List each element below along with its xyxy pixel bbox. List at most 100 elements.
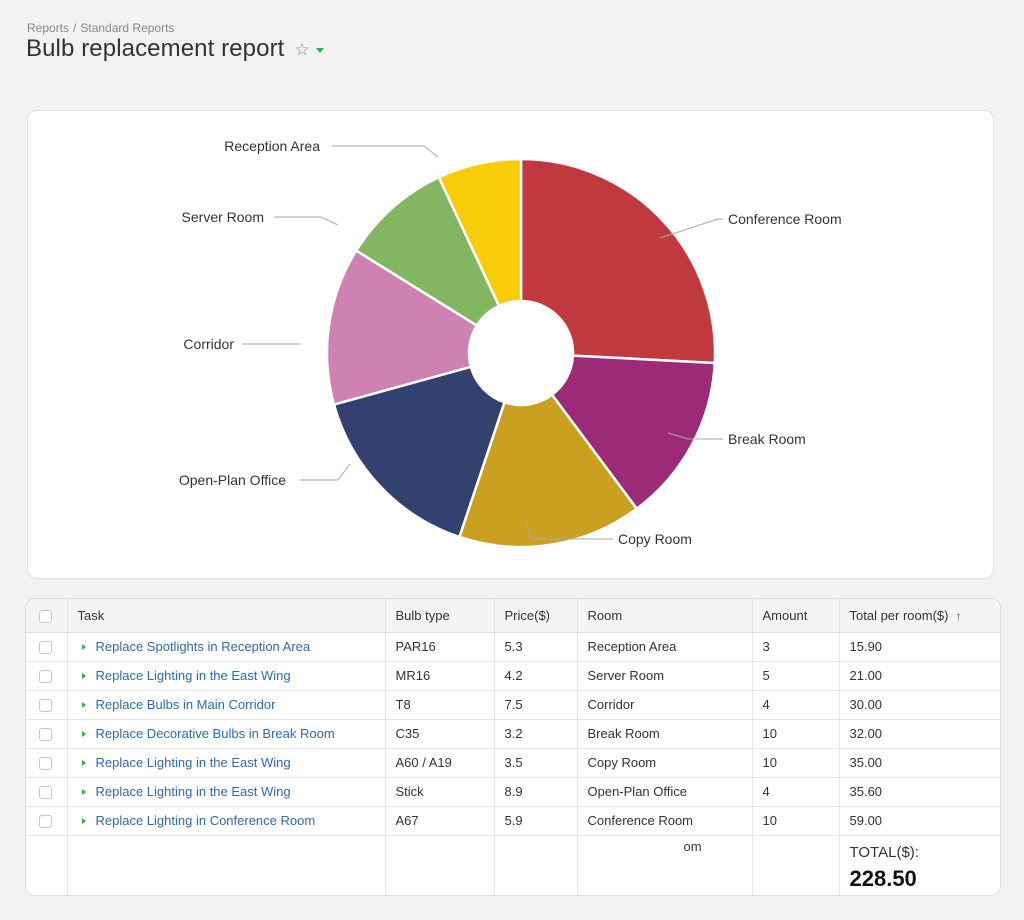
row-select-cell — [26, 777, 68, 807]
total-cell: 59.00 — [839, 806, 1000, 836]
row-select-cell — [26, 690, 68, 720]
row-select-cell — [26, 632, 68, 662]
task-link[interactable]: Replace Lighting in Conference Room — [95, 813, 316, 828]
expand-arrow-icon[interactable] — [81, 702, 86, 708]
footer-cell: om — [577, 835, 753, 895]
select-all-checkbox[interactable] — [39, 609, 52, 623]
footer-cell — [494, 835, 578, 895]
expand-arrow-icon[interactable] — [81, 789, 86, 795]
column-header-total-per-room[interactable]: Total per room($) ↑ — [839, 599, 1000, 633]
slice-open-plan-office[interactable] — [332, 365, 507, 539]
bulb-type-cell: C35 — [385, 719, 495, 749]
task-link[interactable]: Replace Spotlights in Reception Area — [95, 639, 311, 654]
price-cell: 7.5 — [494, 690, 578, 720]
task-cell: Replace Lighting in the East Wing — [67, 661, 386, 691]
report-table: Task Bulb type Price($) Room Amount Tota… — [25, 598, 1001, 896]
expand-arrow-icon[interactable] — [81, 760, 86, 766]
task-link[interactable]: Replace Decorative Bulbs in Break Room — [95, 726, 335, 741]
footer-cell — [385, 835, 495, 895]
table-row[interactable]: Replace Lighting in the East Wing A60 / … — [26, 748, 1000, 778]
row-checkbox[interactable] — [39, 728, 52, 742]
task-link[interactable]: Replace Lighting in the East Wing — [95, 784, 291, 799]
row-checkbox[interactable] — [39, 670, 52, 684]
expand-arrow-icon[interactable] — [81, 673, 86, 679]
slice-corridor[interactable] — [325, 248, 479, 407]
table-row[interactable]: Replace Bulbs in Main Corridor T8 7.5 Co… — [26, 690, 1000, 720]
leader-line-break-room — [667, 432, 723, 440]
row-checkbox[interactable] — [39, 815, 52, 829]
table-row[interactable]: Replace Lighting in the East Wing Stick … — [26, 777, 1000, 807]
bulb-type-cell: MR16 — [385, 661, 495, 691]
slice-label-server-room: Server Room — [182, 209, 264, 225]
breadcrumb-separator: / — [73, 21, 77, 35]
slice-reception-area[interactable] — [437, 157, 523, 308]
bulb-type-cell: Stick — [385, 777, 495, 807]
slice-server-room[interactable] — [354, 175, 501, 328]
room-cell: Corridor — [577, 690, 753, 720]
task-cell: Replace Lighting in the East Wing — [67, 748, 386, 778]
row-checkbox[interactable] — [39, 786, 52, 800]
task-link[interactable]: Replace Bulbs in Main Corridor — [95, 697, 276, 712]
table-footer-row: om TOTAL($): 228.50 — [26, 835, 1000, 895]
table-row[interactable]: Replace Lighting in Conference Room A67 … — [26, 806, 1000, 836]
expand-arrow-icon[interactable] — [81, 644, 86, 650]
leader-line-server-room — [274, 216, 339, 226]
column-header-task[interactable]: Task — [67, 599, 386, 633]
row-select-cell — [26, 748, 68, 778]
total-cell: 15.90 — [839, 632, 1000, 662]
slice-label-conference-room: Conference Room — [728, 211, 842, 227]
slice-label-break-room: Break Room — [728, 431, 806, 447]
sort-ascending-icon[interactable]: ↑ — [955, 608, 962, 623]
total-label: TOTAL($): — [849, 843, 919, 861]
leader-line-reception-area — [332, 145, 439, 158]
chevron-down-icon[interactable] — [315, 48, 324, 53]
slice-copy-room[interactable] — [457, 392, 639, 549]
table-row[interactable]: Replace Decorative Bulbs in Break Room C… — [26, 719, 1000, 749]
slice-break-room[interactable] — [550, 354, 717, 511]
title-row: Bulb replacement report ☆ — [26, 35, 324, 63]
amount-cell: 10 — [752, 748, 840, 778]
total-cell: 21.00 — [839, 661, 1000, 691]
row-checkbox[interactable] — [39, 699, 52, 713]
slice-conference-room[interactable] — [519, 157, 717, 365]
total-value: 228.50 — [849, 865, 917, 891]
leader-line-open-plan-office — [300, 463, 351, 481]
table-header-row: Task Bulb type Price($) Room Amount Tota… — [26, 599, 1000, 633]
total-summary-cell: TOTAL($): 228.50 — [839, 835, 1000, 895]
leader-line-conference-room — [659, 218, 723, 239]
price-cell: 8.9 — [494, 777, 578, 807]
footer-cell — [26, 835, 68, 895]
bulb-type-cell: A67 — [385, 806, 495, 836]
task-link[interactable]: Replace Lighting in the East Wing — [95, 755, 291, 770]
price-cell: 4.2 — [494, 661, 578, 691]
task-cell: Replace Decorative Bulbs in Break Room — [67, 719, 386, 749]
row-select-cell — [26, 719, 68, 749]
price-cell: 5.3 — [494, 632, 578, 662]
column-header-bulb-type[interactable]: Bulb type — [385, 599, 495, 633]
row-checkbox[interactable] — [39, 757, 52, 771]
table-row[interactable]: Replace Lighting in the East Wing MR16 4… — [26, 661, 1000, 691]
row-select-cell — [26, 661, 68, 691]
table-row[interactable]: Replace Spotlights in Reception Area PAR… — [26, 632, 1000, 662]
price-cell: 5.9 — [494, 806, 578, 836]
task-cell: Replace Lighting in the East Wing — [67, 777, 386, 807]
row-checkbox[interactable] — [39, 641, 52, 655]
bulb-type-cell: T8 — [385, 690, 495, 720]
star-icon[interactable]: ☆ — [294, 39, 310, 59]
breadcrumb: Reports / Standard Reports — [27, 21, 174, 35]
chart-card: Conference Room Break Room Copy Room Open-P… — [27, 110, 994, 579]
column-header-room[interactable]: Room — [577, 599, 753, 633]
breadcrumb-standard-reports-link[interactable]: Standard Reports — [80, 21, 175, 35]
task-link[interactable]: Replace Lighting in the East Wing — [95, 668, 291, 683]
amount-cell: 5 — [752, 661, 840, 691]
amount-cell: 3 — [752, 632, 840, 662]
expand-arrow-icon[interactable] — [81, 818, 86, 824]
column-header-amount[interactable]: Amount — [752, 599, 840, 633]
column-header-price[interactable]: Price($) — [494, 599, 578, 633]
task-cell: Replace Bulbs in Main Corridor — [67, 690, 386, 720]
expand-arrow-icon[interactable] — [81, 731, 86, 737]
breadcrumb-reports-link[interactable]: Reports — [27, 21, 70, 35]
slice-label-reception-area: Reception Area — [224, 138, 320, 154]
slice-label-open-plan-office: Open-Plan Office — [179, 472, 286, 488]
footer-cell — [752, 835, 840, 895]
